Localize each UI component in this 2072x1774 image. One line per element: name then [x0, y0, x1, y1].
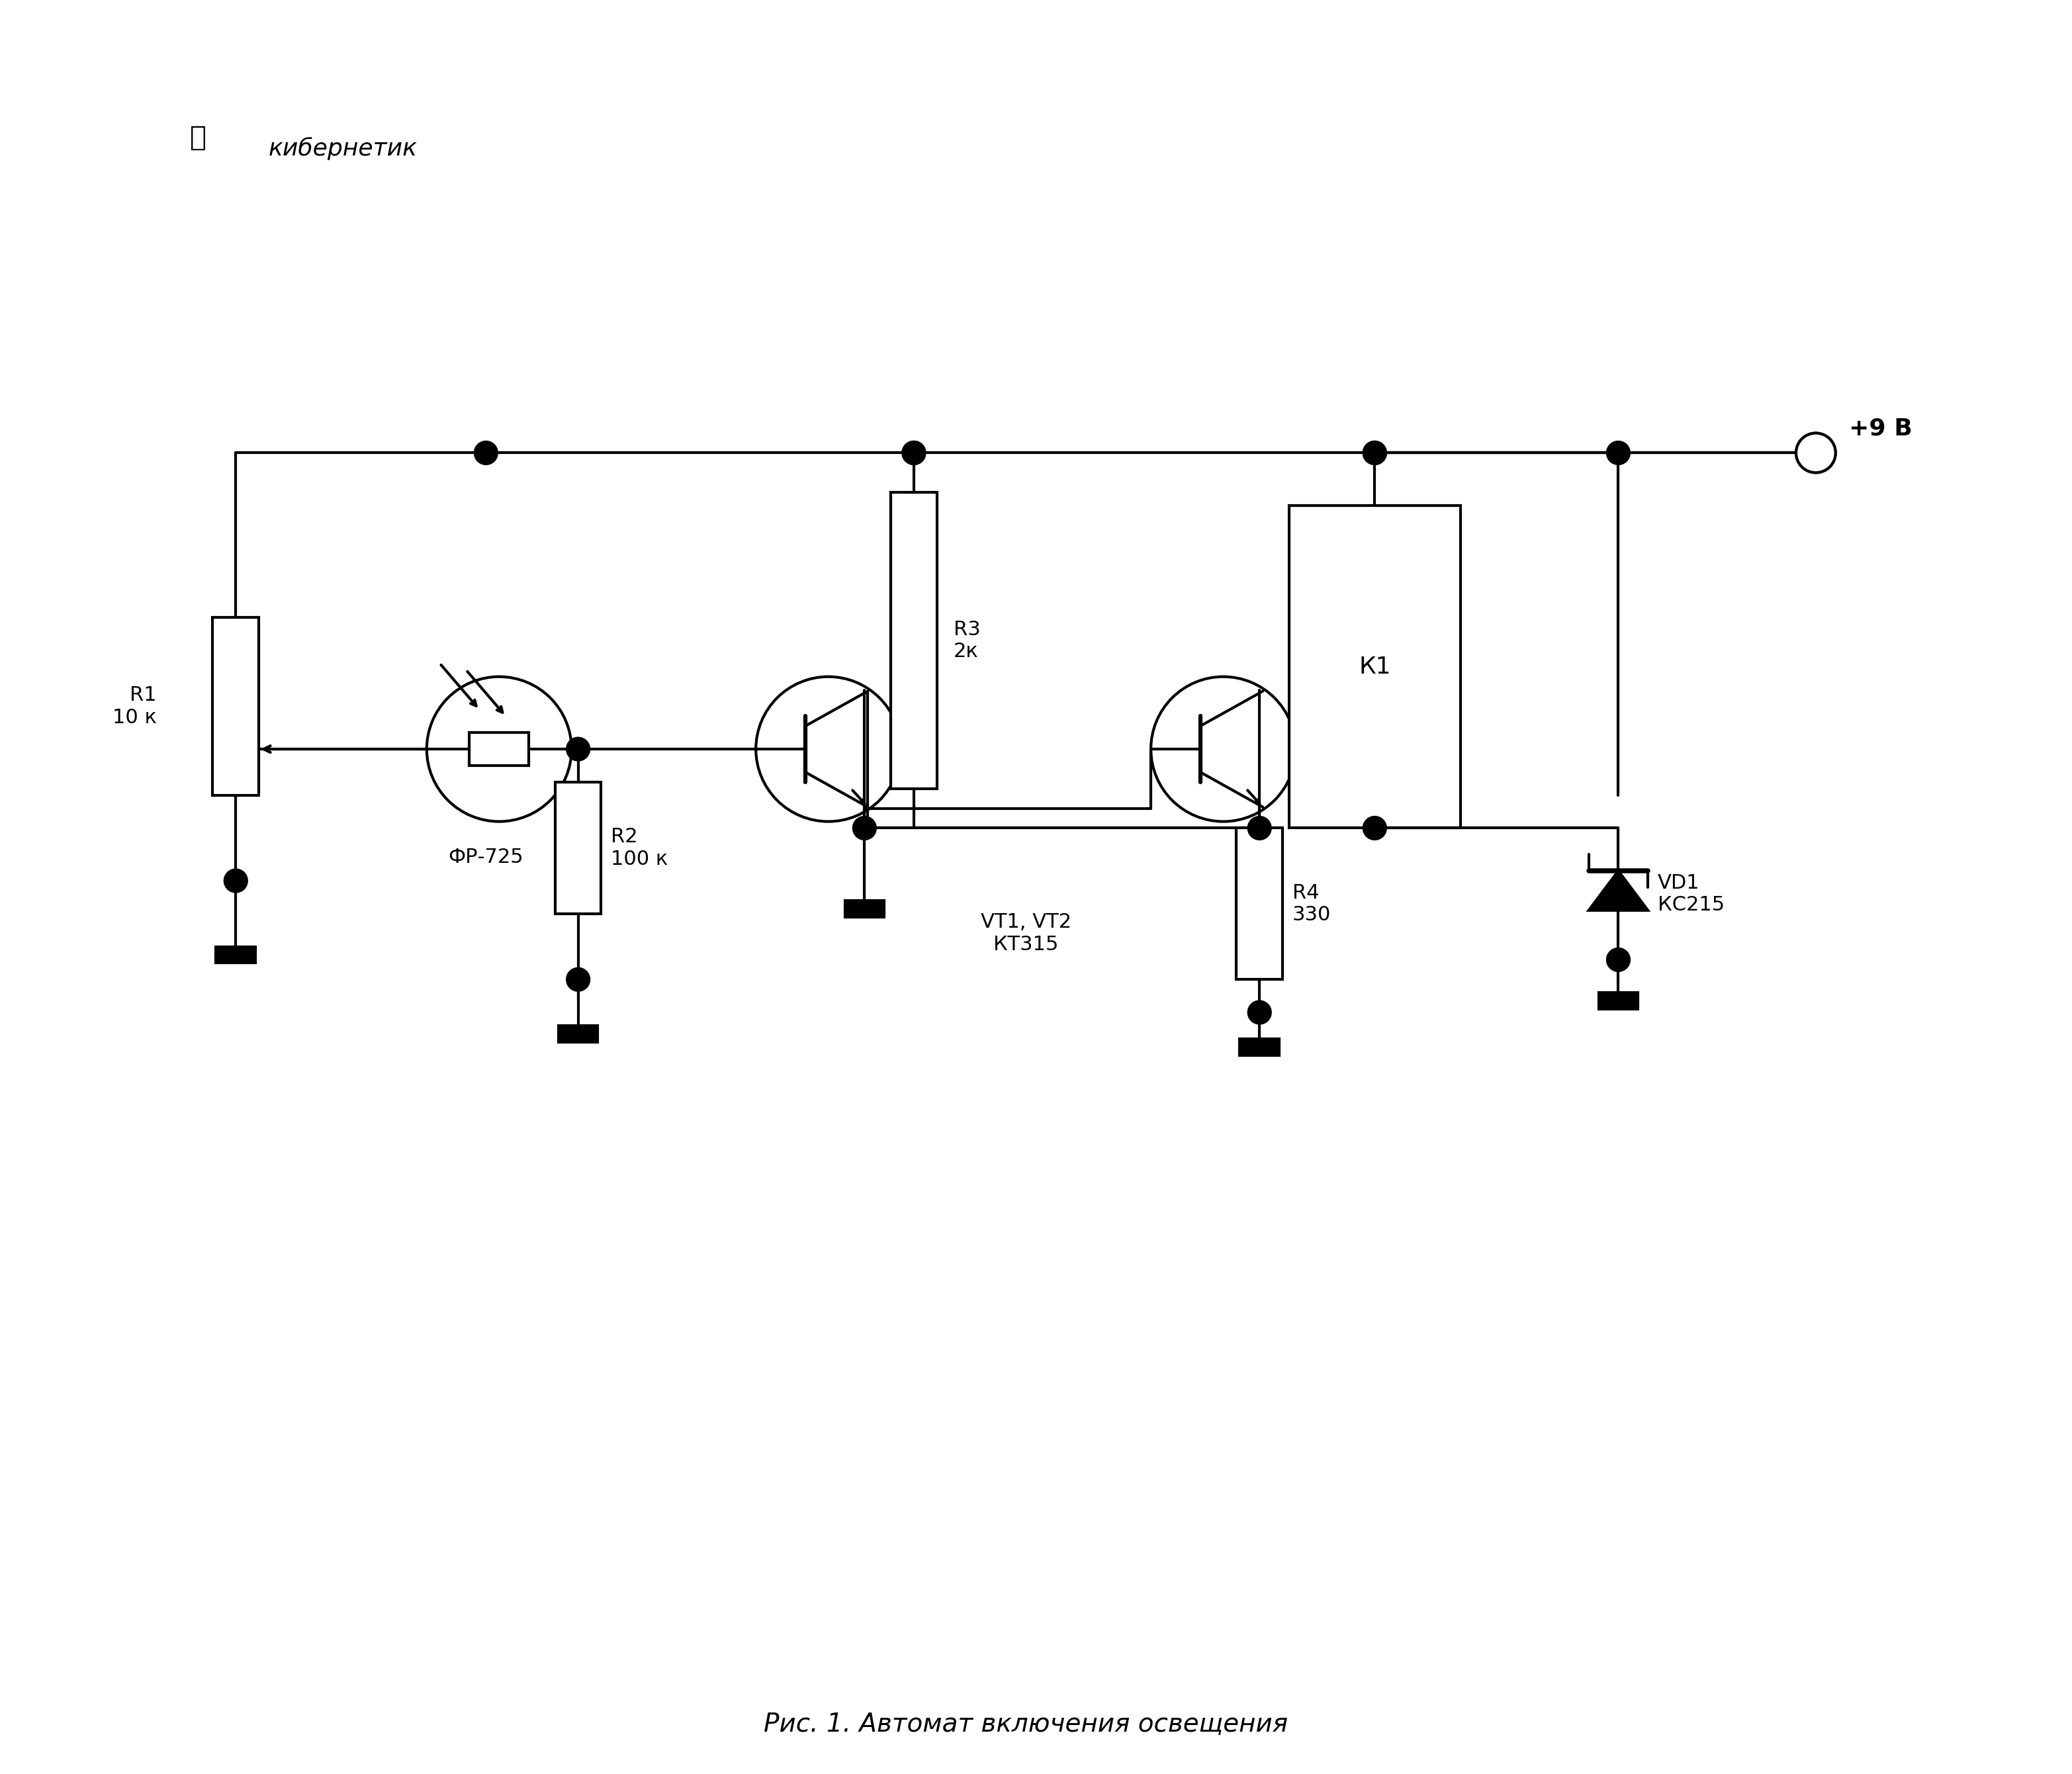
Text: кибернетик: кибернетик — [269, 137, 419, 160]
Circle shape — [1247, 816, 1272, 839]
Circle shape — [1247, 1001, 1272, 1024]
Text: ФР-725: ФР-725 — [448, 848, 524, 867]
Bar — [1289, 506, 1461, 828]
Circle shape — [1363, 442, 1386, 465]
Bar — [557, 1025, 599, 1041]
Circle shape — [1150, 676, 1295, 821]
Circle shape — [1363, 442, 1386, 465]
Bar — [470, 733, 528, 766]
Circle shape — [224, 869, 249, 892]
Text: К1: К1 — [1359, 656, 1390, 678]
Bar — [891, 493, 937, 789]
Circle shape — [854, 816, 876, 839]
Circle shape — [1606, 947, 1631, 972]
Circle shape — [1796, 433, 1836, 472]
Circle shape — [756, 676, 901, 821]
Circle shape — [901, 442, 926, 465]
Circle shape — [474, 442, 497, 465]
Bar — [215, 947, 255, 963]
Circle shape — [1363, 816, 1386, 839]
Bar — [555, 782, 601, 914]
Text: R2
100 к: R2 100 к — [611, 827, 667, 869]
Circle shape — [566, 967, 591, 992]
Bar — [1239, 1040, 1278, 1056]
Text: R1
10 к: R1 10 к — [112, 685, 157, 727]
Text: 🐌: 🐌 — [191, 124, 207, 151]
Circle shape — [1606, 442, 1631, 465]
Circle shape — [901, 442, 926, 465]
Bar — [213, 617, 259, 795]
Bar — [1600, 993, 1639, 1009]
Circle shape — [1796, 433, 1836, 472]
Text: R4
330: R4 330 — [1293, 883, 1330, 924]
Polygon shape — [1589, 871, 1647, 910]
Text: +9 В: +9 В — [1848, 417, 1912, 440]
Text: VD1
КС215: VD1 КС215 — [1658, 873, 1724, 915]
Circle shape — [427, 676, 572, 821]
Text: VT1, VT2
КТ315: VT1, VT2 КТ315 — [980, 912, 1071, 954]
Circle shape — [566, 738, 591, 761]
Text: Рис. 1. Автомат включения освещения: Рис. 1. Автомат включения освещения — [765, 1712, 1289, 1737]
Bar — [1237, 828, 1283, 979]
Bar — [845, 901, 885, 917]
Text: R3
2к: R3 2к — [953, 619, 980, 662]
